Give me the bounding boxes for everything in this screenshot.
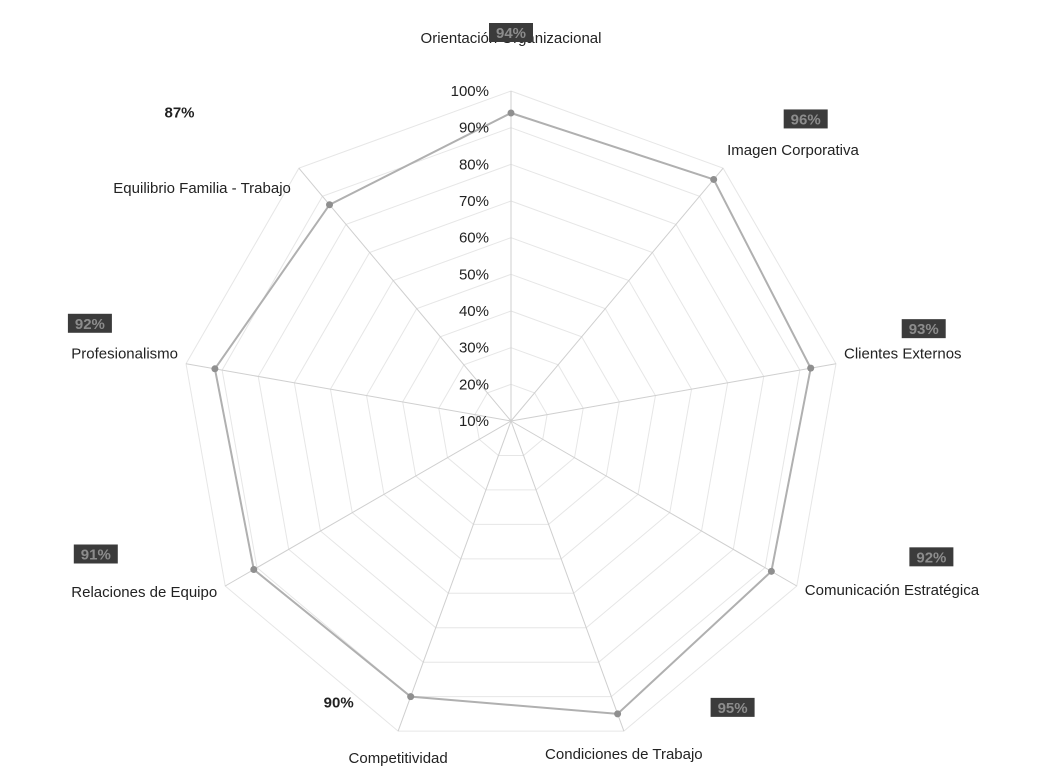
radial-tick-label: 80% [459,156,489,173]
radial-tick-labels: 10% 20% 30% 40% 50% 60% 70% 80% 90% 100% [451,83,489,430]
radial-tick-label: 70% [459,193,489,210]
grid-ring [221,127,801,698]
radial-tick-label: 90% [459,120,489,137]
data-label: 92% [916,549,946,566]
radial-tick-label: 20% [459,376,489,393]
spoke-line [510,363,837,422]
data-label-box [489,23,533,42]
data-label: 93% [909,321,939,338]
grid-ring [185,90,837,732]
spoke-line [510,420,625,732]
radial-tick-label: 40% [459,303,489,320]
data-point [807,364,815,372]
series-line [213,111,812,715]
grid-ring [366,273,656,560]
data-label: 95% [718,700,748,717]
grid-ring [402,310,620,525]
category-label: Clientes Externos [844,346,962,363]
data-label-box [909,547,954,567]
data-point [326,201,334,209]
category-label: Equilibrio Familia - Trabajo [113,180,291,197]
category-label: Competitividad [349,750,448,767]
category-label: Profesionalismo [71,346,178,363]
data-label-box [73,544,118,564]
data-point [507,109,515,117]
radial-tick-label: 60% [459,230,489,247]
spoke-line [510,420,798,587]
data-label: 94% [496,25,526,42]
data-point [407,693,415,701]
spoke-line [224,420,512,587]
spoke-line [185,363,512,422]
data-label: 90% [324,695,354,712]
data-label-box [67,313,112,333]
data-label: 96% [791,111,821,128]
data-point [614,710,622,718]
data-point [211,365,219,373]
category-label: Comunicación Estratégica [805,582,980,599]
category-label: Condiciones de Trabajo [545,746,703,763]
grid-ring [293,200,729,629]
grid-ring [474,383,548,456]
category-label: Relaciones de Equipo [71,584,217,601]
data-label-box [901,319,946,339]
category-label: Imagen Corporativa [727,142,859,159]
data-label-box [783,109,828,129]
radar-spokes [185,91,837,732]
data-label: 91% [81,547,111,564]
data-point [250,566,258,573]
data-labels: 94% 96% 93% 92% 95% 90% 91% 92% 87% [67,23,954,717]
data-label-box [710,697,755,717]
radial-tick-label: 10% [459,413,489,430]
spoke-line [510,167,724,422]
data-point [710,175,718,183]
data-point [767,567,775,575]
grid-ring [257,163,765,663]
radial-tick-label: 30% [459,340,489,357]
radial-tick-label: 100% [451,83,489,100]
spoke-line [397,420,512,732]
radial-tick-label: 50% [459,266,489,283]
radar-series [213,111,812,715]
series-markers [211,109,815,718]
grid-ring [329,237,693,594]
data-label: 92% [75,316,105,333]
radar-grid [185,90,837,732]
spoke-line [298,167,512,422]
data-label: 87% [165,105,195,122]
grid-ring [438,347,584,491]
